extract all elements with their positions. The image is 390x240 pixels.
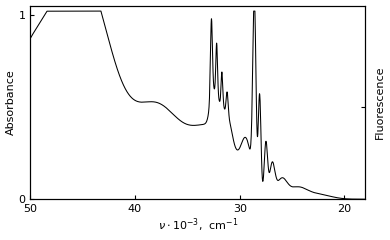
Y-axis label: Fluorescence: Fluorescence xyxy=(374,66,385,139)
Y-axis label: Absorbance: Absorbance xyxy=(5,70,16,135)
X-axis label: $\nu \cdot 10^{-3}$,  cm$^{-1}$: $\nu \cdot 10^{-3}$, cm$^{-1}$ xyxy=(158,217,238,234)
